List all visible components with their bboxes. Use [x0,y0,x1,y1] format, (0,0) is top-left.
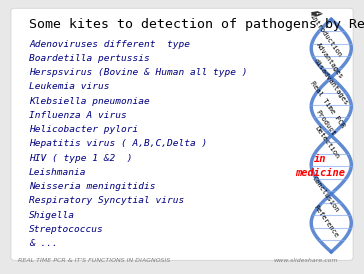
Text: Respiratory Syncytial virus: Respiratory Syncytial virus [29,196,185,206]
Text: Detection: Detection [314,125,341,160]
Text: Advantages: Advantages [315,41,344,79]
Text: ✒: ✒ [310,7,324,25]
Text: Leishmania: Leishmania [29,168,87,177]
Text: in: in [314,154,327,164]
Text: Klebsiella pneumoniae: Klebsiella pneumoniae [29,97,150,106]
Text: Reference: Reference [312,205,339,239]
Text: Hepatitis virus ( A,B,C,Delta ): Hepatitis virus ( A,B,C,Delta ) [29,139,207,149]
Text: REAL TIME PCR & IT'S FUNCTIONS IN DIAGNOSIS: REAL TIME PCR & IT'S FUNCTIONS IN DIAGNO… [18,258,171,263]
FancyBboxPatch shape [11,8,353,260]
Text: Streptococcus: Streptococcus [29,225,104,234]
Text: disadvantages: disadvantages [313,58,349,107]
Text: HIV ( type 1 &2  ): HIV ( type 1 &2 ) [29,154,132,163]
Text: Leukemia virus: Leukemia virus [29,82,110,92]
Text: Adenoviruses different  type: Adenoviruses different type [29,40,190,49]
Text: Some kites to detection of pathogens by Real Time PCR: Some kites to detection of pathogens by … [29,18,364,31]
Text: www.slideshare.com: www.slideshare.com [273,258,338,263]
Text: Conclusion: Conclusion [311,175,340,214]
Text: medicine: medicine [295,168,345,178]
Text: Real Time PCR: Real Time PCR [309,80,346,129]
Text: & ...: & ... [29,239,58,248]
Text: Introduction: Introduction [309,13,343,58]
Text: Boardetilla pertussis: Boardetilla pertussis [29,54,150,63]
Text: Shigella: Shigella [29,211,75,220]
Text: Neisseria meningitidis: Neisseria meningitidis [29,182,156,191]
Text: Product: Product [315,109,337,137]
Text: Herspsvirus (Bovine & Human all type ): Herspsvirus (Bovine & Human all type ) [29,68,248,77]
Text: Helicobacter pylori: Helicobacter pylori [29,125,138,134]
Text: Influenza A virus: Influenza A virus [29,111,127,120]
